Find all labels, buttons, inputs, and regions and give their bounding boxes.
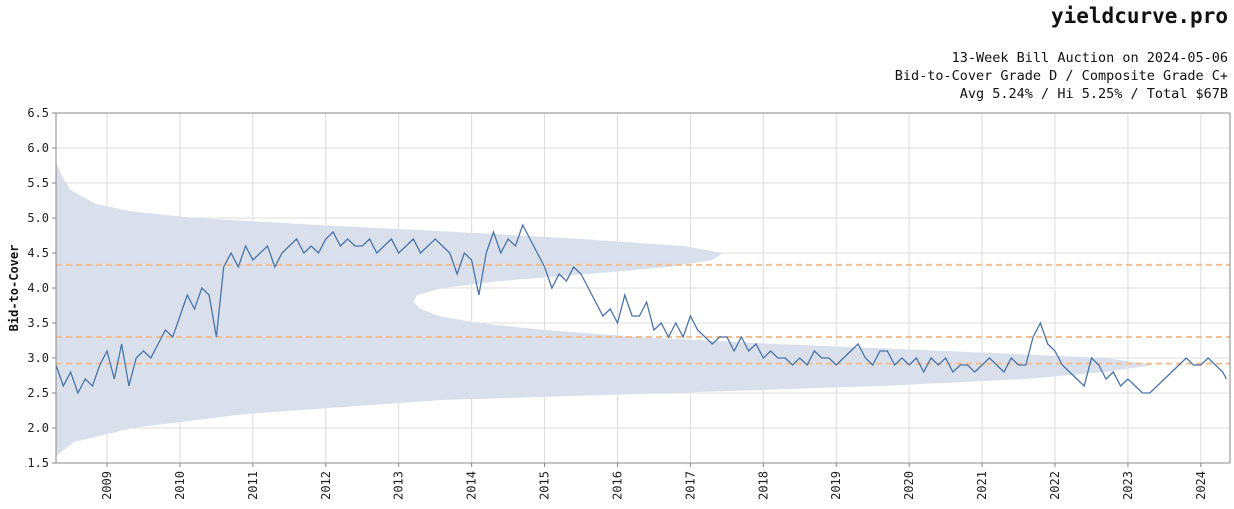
- y-tick-label: 4.0: [27, 281, 49, 295]
- y-tick-label: 4.5: [27, 246, 49, 260]
- y-axis-label: Bid-to-Cover: [7, 245, 21, 332]
- x-tick-label: 2021: [975, 471, 989, 500]
- x-tick-label: 2022: [1048, 471, 1062, 500]
- y-tick-label: 6.0: [27, 141, 49, 155]
- x-axis-ticks: 2009 2010 2011 2012 2013 2014 2015 2016 2017 2018…: [100, 463, 1208, 500]
- x-tick-label: 2013: [392, 471, 406, 500]
- y-tick-label: 2.5: [27, 386, 49, 400]
- x-tick-label: 2019: [829, 471, 843, 500]
- x-tick-label: 2012: [319, 471, 333, 500]
- y-tick-label: 3.5: [27, 316, 49, 330]
- grade-line: Bid-to-Cover Grade D / Composite Grade C…: [894, 68, 1228, 84]
- reference-lines: [56, 263, 1230, 365]
- y-tick-label: 5.0: [27, 211, 49, 225]
- x-tick-label: 2011: [246, 471, 260, 500]
- y-tick-label: 3.0: [27, 351, 49, 365]
- x-tick-label: 2015: [538, 471, 552, 500]
- y-tick-label: 6.5: [27, 106, 49, 120]
- density-distribution-area: [56, 162, 1154, 456]
- y-tick-label: 1.5: [27, 456, 49, 470]
- y-tick-label: 5.5: [27, 176, 49, 190]
- auction-title: 13-Week Bill Auction on 2024-05-06: [951, 50, 1228, 66]
- x-tick-label: 2014: [465, 471, 479, 500]
- y-axis-ticks: 1.5 2.0 2.5 3.0 3.5 4.0 4.5 5.0 5.5 6.0 6.5: [27, 106, 56, 470]
- x-tick-label: 2023: [1121, 471, 1135, 500]
- yield-summary: Avg 5.24% / Hi 5.25% / Total $67B: [959, 86, 1228, 102]
- x-tick-label: 2017: [683, 471, 697, 500]
- bid-to-cover-series-line: [55, 223, 1227, 395]
- x-tick-label: 2024: [1194, 471, 1208, 500]
- x-tick-label: 2020: [902, 471, 916, 500]
- x-tick-label: 2010: [173, 471, 187, 500]
- x-tick-label: 2009: [100, 471, 114, 500]
- x-tick-label: 2016: [610, 471, 624, 500]
- y-tick-label: 2.0: [27, 421, 49, 435]
- x-tick-label: 2018: [756, 471, 770, 500]
- site-brand: yieldcurve.pro: [1050, 4, 1228, 28]
